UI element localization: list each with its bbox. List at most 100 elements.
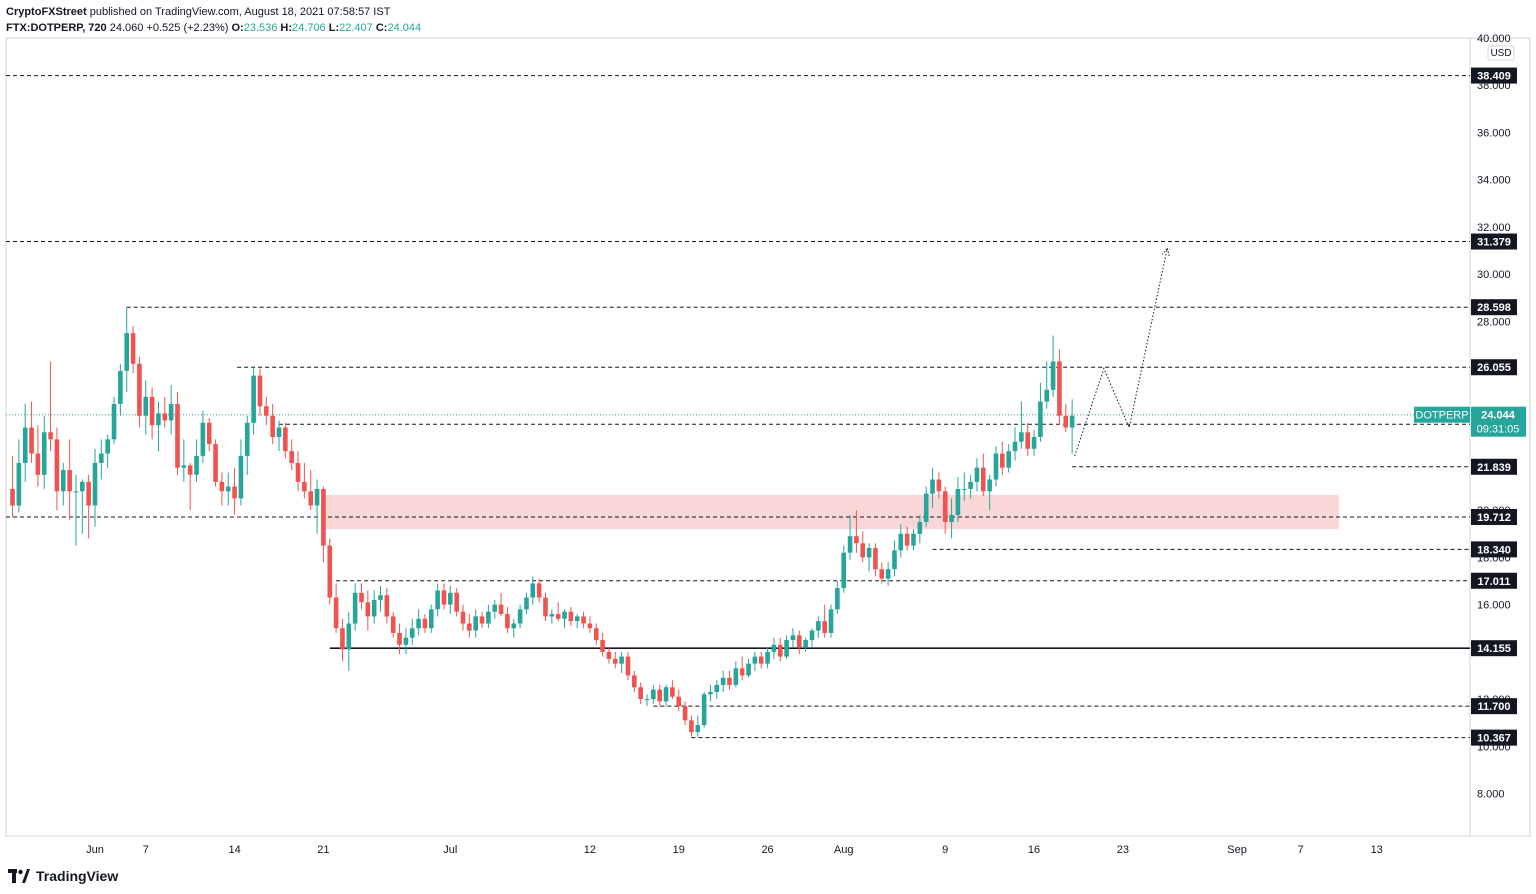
- current-price-tag: [1471, 406, 1526, 437]
- candle-body: [200, 422, 206, 456]
- candle-body: [422, 618, 428, 629]
- level-tag: [1471, 233, 1517, 250]
- candle-body: [1038, 401, 1043, 437]
- candle-body: [175, 403, 180, 468]
- candle-body: [467, 623, 472, 631]
- candle-body: [1019, 432, 1024, 442]
- x-tick-label: Jul: [443, 844, 457, 856]
- candle-body: [181, 465, 187, 468]
- candle-body: [530, 583, 536, 598]
- candle-body: [251, 375, 256, 423]
- level-tag-label: 26.055: [1477, 362, 1511, 374]
- candle-body: [162, 413, 168, 421]
- candle-body: [1044, 389, 1050, 402]
- y-tick-label: 34.000: [1477, 175, 1511, 187]
- candle-body: [206, 422, 212, 445]
- candle-body: [314, 488, 320, 506]
- candle-body: [568, 611, 574, 622]
- candle-body: [1050, 361, 1056, 390]
- candle-body: [638, 687, 643, 700]
- candle-body: [892, 550, 897, 570]
- candle-body: [574, 616, 580, 622]
- candle-body: [99, 453, 104, 463]
- candle-body: [587, 623, 593, 629]
- candle-body: [987, 479, 992, 492]
- candle-body: [796, 635, 802, 648]
- candle-body: [942, 491, 948, 522]
- candle-body: [644, 699, 650, 701]
- candle-body: [441, 590, 447, 605]
- candle-body: [936, 479, 942, 492]
- candle-body: [416, 618, 421, 629]
- candle-body: [378, 595, 383, 600]
- candle-body: [581, 616, 586, 624]
- candle-body: [816, 621, 821, 631]
- open-value: 23.536: [243, 22, 278, 34]
- tradingview-logo-icon: [8, 869, 30, 883]
- x-tick-label: 26: [761, 844, 773, 856]
- candle-body: [428, 609, 434, 629]
- price-change: +0.525 (+2.23%): [146, 22, 229, 34]
- candle-body: [213, 444, 218, 482]
- projection-layer: [1074, 246, 1170, 457]
- time-axis[interactable]: Jun 7 14 21 Jul 12 19 26 Aug 9 16 23 Sep 7 13: [86, 844, 1383, 856]
- x-tick-label: 23: [1117, 844, 1129, 856]
- tradingview-footer[interactable]: TradingView: [8, 868, 118, 884]
- candle-body: [619, 656, 624, 664]
- countdown-label: 09:31:05: [1477, 424, 1520, 436]
- x-tick-label: 14: [228, 844, 240, 856]
- x-tick-label: Aug: [834, 844, 854, 856]
- x-tick-label: 7: [143, 844, 149, 856]
- candle-body: [48, 432, 53, 440]
- candle-body: [156, 413, 161, 426]
- candle-body: [543, 597, 548, 617]
- candle-body: [663, 687, 669, 702]
- candle-body: [606, 651, 612, 659]
- candle-body: [765, 651, 770, 664]
- candle-body: [16, 462, 22, 506]
- candle-body: [1069, 415, 1075, 428]
- open-label: O:: [231, 22, 244, 34]
- candle-body: [714, 684, 720, 692]
- level-tag: [1471, 299, 1517, 316]
- candle-body: [701, 694, 707, 726]
- candle-body: [777, 644, 783, 657]
- x-tick-label: 16: [1028, 844, 1040, 856]
- publisher-name[interactable]: CryptoFXStreet: [6, 6, 87, 18]
- candle-body: [492, 604, 498, 612]
- level-tag-label: 11.700: [1477, 701, 1510, 713]
- support-zone-layer: [323, 494, 1339, 530]
- price-chart[interactable]: 8.00010.00012.00014.00016.00018.00020.00…: [0, 0, 1536, 862]
- candle-body: [555, 614, 561, 619]
- candle-body: [390, 616, 396, 633]
- candle-body: [809, 630, 815, 641]
- x-tick-label: 12: [584, 844, 596, 856]
- candle-body: [739, 668, 745, 676]
- candle-body: [86, 481, 91, 506]
- level-tag: [1471, 729, 1517, 746]
- candle-body: [517, 609, 523, 624]
- candle-body: [111, 403, 117, 440]
- candle-body: [384, 595, 390, 617]
- candle-body: [232, 486, 237, 499]
- plot-frame: [5, 37, 1531, 837]
- candle-body: [409, 628, 415, 638]
- candles-layer: [10, 307, 1075, 737]
- candle-body: [682, 706, 688, 721]
- level-tag: [1471, 67, 1517, 84]
- candle-body: [536, 583, 542, 598]
- chart-header: CryptoFXStreet published on TradingView.…: [6, 4, 421, 36]
- candle-body: [758, 656, 764, 664]
- x-tick-label: Sep: [1227, 844, 1247, 856]
- tradingview-brand: TradingView: [36, 868, 119, 884]
- candle-body: [35, 453, 41, 475]
- candle-body: [352, 592, 358, 624]
- currency-label-box: [1487, 45, 1515, 61]
- candle-body: [961, 488, 967, 490]
- candle-body: [993, 453, 999, 480]
- y-tick-label: 30.000: [1477, 269, 1511, 281]
- candle-body: [917, 521, 923, 534]
- candle-body: [118, 370, 123, 404]
- symbol-tag: [1414, 406, 1470, 423]
- candle-body: [486, 611, 491, 624]
